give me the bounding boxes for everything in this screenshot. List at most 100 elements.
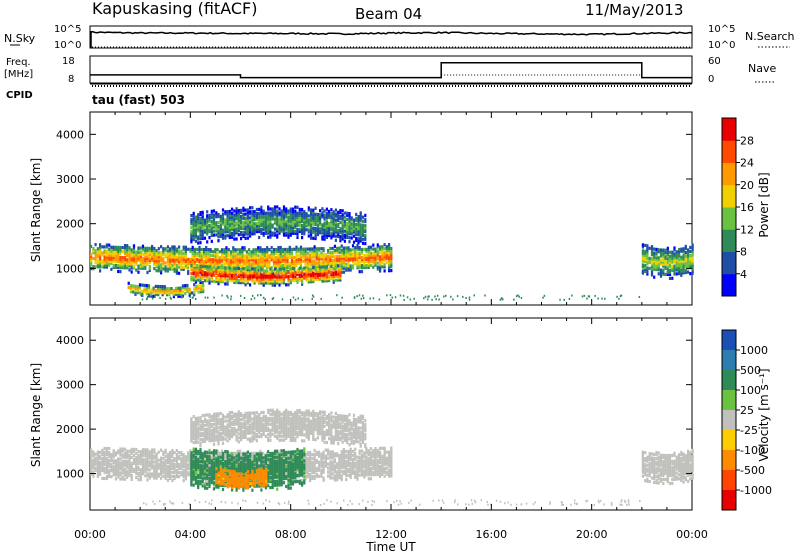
echo-cell — [246, 216, 249, 220]
echo-cell — [199, 442, 202, 446]
echo-cell — [137, 460, 140, 464]
echo-cell — [244, 218, 247, 222]
echo-cell — [194, 219, 197, 223]
echo-cell — [311, 297, 313, 300]
echo-cell — [135, 250, 138, 254]
echo-cell — [206, 226, 209, 230]
echo-cell — [137, 246, 140, 250]
echo-cell — [484, 294, 486, 297]
echo-cell — [145, 292, 148, 296]
echo-cell — [330, 232, 333, 236]
echo-cell — [217, 269, 220, 274]
echo-cell — [160, 458, 163, 462]
echo-cell — [166, 460, 169, 464]
echo-cell — [203, 433, 207, 437]
echo-cell — [443, 295, 445, 298]
echo-cell — [424, 295, 427, 298]
echo-cell — [260, 219, 263, 223]
echo-cell — [312, 228, 315, 232]
echo-cell — [325, 271, 328, 275]
echo-cell — [328, 269, 331, 273]
echo-cell — [121, 475, 124, 479]
echo-cell — [307, 206, 310, 210]
echo-cell — [258, 227, 261, 232]
echo-cell — [671, 276, 674, 280]
echo-cell — [282, 211, 286, 215]
echo-cell — [316, 216, 319, 221]
echo-cell — [298, 266, 301, 270]
echo-cell — [316, 275, 319, 279]
echo-cell — [310, 222, 313, 226]
echo-cell — [325, 217, 328, 221]
echo-cell — [210, 233, 213, 237]
echo-cell — [245, 252, 248, 256]
echo-cell — [139, 252, 142, 256]
echo-cell — [261, 266, 264, 270]
echo-cell — [691, 257, 694, 261]
echo-cell — [691, 255, 694, 259]
echo-cell — [650, 267, 654, 271]
echo-cell — [146, 448, 149, 452]
echo-cell — [381, 472, 384, 476]
echo-cell — [119, 467, 122, 471]
echo-cell — [182, 253, 185, 257]
echo-cell — [336, 248, 339, 252]
echo-cell — [163, 289, 166, 293]
echo-cell — [242, 216, 245, 220]
echo-cell — [180, 251, 183, 255]
echo-cell — [666, 254, 669, 258]
echo-cell — [294, 229, 297, 233]
echo-cell — [322, 450, 325, 454]
echo-cell — [272, 264, 276, 268]
echo-cell — [385, 247, 388, 251]
echo-cell — [318, 460, 321, 464]
echo-cell — [143, 285, 146, 289]
echo-cell — [105, 251, 108, 255]
echo-cell — [315, 450, 318, 454]
echo-cell — [175, 463, 178, 467]
echo-cell — [193, 253, 196, 258]
echo-cell — [689, 260, 692, 264]
echo-cell — [337, 278, 340, 282]
echo-cell — [313, 462, 316, 466]
echo-cell — [181, 294, 184, 298]
echo-cell — [307, 222, 310, 226]
echo-cell — [224, 230, 227, 234]
echo-cell — [254, 260, 257, 264]
echo-cell — [114, 451, 117, 455]
echo-cell — [264, 225, 267, 229]
echo-cell — [675, 262, 678, 266]
echo-cell — [331, 472, 334, 476]
echo-cell — [261, 254, 264, 258]
echo-cell — [230, 295, 232, 298]
echo-cell — [112, 459, 115, 463]
echo-cell — [182, 259, 185, 263]
echo-cell — [376, 454, 379, 459]
echo-cell — [342, 246, 345, 250]
echo-cell — [311, 466, 314, 471]
echo-cell — [180, 267, 183, 271]
echo-cell — [235, 266, 238, 270]
echo-cell — [190, 236, 193, 240]
echo-cell — [203, 220, 207, 224]
echo-cell — [662, 270, 665, 274]
echo-cell — [218, 465, 221, 469]
echo-cell — [657, 262, 660, 266]
echo-cell — [390, 460, 393, 464]
echo-cell — [319, 217, 322, 221]
echo-cell — [203, 224, 207, 228]
echo-cell — [220, 264, 224, 268]
echo-cell — [182, 261, 185, 265]
echo-cell — [105, 462, 108, 467]
echo-cell — [311, 460, 314, 465]
echo-cell — [246, 275, 249, 279]
echo-cell — [135, 457, 138, 462]
echo-cell — [251, 232, 254, 236]
echo-cell — [288, 249, 291, 253]
echo-cell — [367, 261, 370, 265]
echo-cell — [381, 247, 384, 251]
echo-cell — [312, 274, 315, 278]
echo-cell — [138, 291, 142, 295]
echo-cell — [597, 297, 599, 300]
echo-cell — [105, 476, 108, 481]
